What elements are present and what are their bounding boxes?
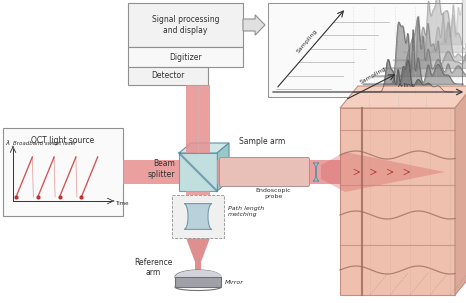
FancyBboxPatch shape: [123, 160, 179, 184]
Text: $\lambda$: $\lambda$: [5, 138, 11, 147]
Polygon shape: [321, 152, 445, 192]
FancyBboxPatch shape: [128, 47, 243, 67]
FancyBboxPatch shape: [3, 128, 123, 216]
FancyBboxPatch shape: [195, 262, 201, 277]
Polygon shape: [243, 15, 265, 35]
Text: Mirror: Mirror: [225, 279, 244, 285]
Text: OCT light source: OCT light source: [31, 136, 95, 145]
FancyBboxPatch shape: [172, 195, 224, 238]
Polygon shape: [217, 143, 229, 191]
Polygon shape: [179, 143, 229, 153]
Text: Sampling: Sampling: [359, 66, 387, 85]
Text: Broadband swept laser: Broadband swept laser: [13, 141, 76, 146]
Polygon shape: [340, 86, 466, 108]
Text: Beam
splitter: Beam splitter: [148, 159, 175, 179]
Text: A-line: A-line: [398, 83, 416, 88]
Polygon shape: [175, 270, 221, 284]
Polygon shape: [186, 238, 210, 262]
Polygon shape: [175, 277, 221, 287]
Polygon shape: [179, 153, 217, 191]
FancyBboxPatch shape: [219, 158, 309, 187]
FancyBboxPatch shape: [340, 108, 455, 295]
FancyBboxPatch shape: [217, 160, 340, 184]
FancyBboxPatch shape: [128, 3, 243, 47]
FancyBboxPatch shape: [128, 67, 208, 85]
Polygon shape: [313, 163, 319, 181]
FancyBboxPatch shape: [186, 191, 210, 195]
Text: Path length
matching: Path length matching: [228, 206, 264, 217]
Text: Signal processing
and display: Signal processing and display: [152, 15, 219, 35]
Text: Reference
arm: Reference arm: [134, 258, 172, 278]
Text: Detector: Detector: [151, 72, 185, 81]
Text: Sample arm: Sample arm: [239, 138, 285, 146]
Text: Sampling: Sampling: [296, 29, 319, 55]
Text: Time: Time: [115, 201, 129, 206]
Polygon shape: [358, 86, 466, 273]
Text: Endoscopic
probe: Endoscopic probe: [256, 188, 291, 199]
Polygon shape: [455, 86, 466, 295]
Polygon shape: [184, 204, 212, 229]
Text: Digitizer: Digitizer: [169, 52, 202, 62]
FancyBboxPatch shape: [186, 85, 210, 153]
FancyBboxPatch shape: [268, 3, 462, 97]
